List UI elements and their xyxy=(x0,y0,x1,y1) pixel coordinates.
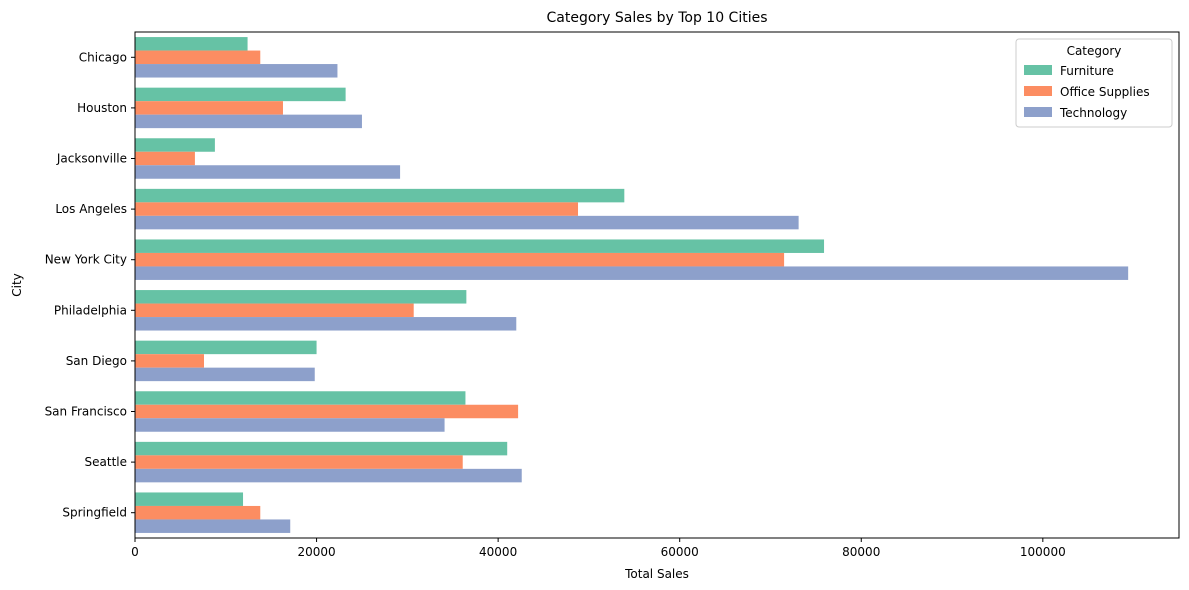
bar-furniture-new-york-city xyxy=(135,239,825,253)
y-tick-label: Springfield xyxy=(62,506,127,520)
x-tick-label: 40000 xyxy=(479,545,517,559)
bar-furniture-jacksonville xyxy=(135,138,215,152)
x-tick-label: 0 xyxy=(131,545,139,559)
bar-office-supplies-san-francisco xyxy=(135,404,519,419)
bar-furniture-chicago xyxy=(135,37,248,51)
legend-label-office-supplies: Office Supplies xyxy=(1060,85,1150,99)
bar-technology-los-angeles xyxy=(135,215,799,230)
y-tick-label: San Francisco xyxy=(45,405,127,419)
x-tick-label: 80000 xyxy=(842,545,880,559)
bar-office-supplies-jacksonville xyxy=(135,151,195,166)
bar-technology-houston xyxy=(135,114,362,129)
bar-furniture-san-diego xyxy=(135,340,317,355)
chart-title: Category Sales by Top 10 Cities xyxy=(546,10,767,26)
bar-technology-philadelphia xyxy=(135,317,517,331)
y-tick-label: Chicago xyxy=(79,50,127,64)
legend: Category Furniture Office Supplies Technol… xyxy=(1015,38,1173,128)
bar-office-supplies-chicago xyxy=(135,50,261,65)
legend-swatch-technology xyxy=(1024,107,1052,117)
bar-technology-san-francisco xyxy=(135,418,445,432)
bar-technology-new-york-city xyxy=(135,266,1129,280)
bar-furniture-los-angeles xyxy=(135,188,625,203)
bar-office-supplies-houston xyxy=(135,101,283,115)
legend-box xyxy=(1015,38,1173,128)
x-axis-title: Total Sales xyxy=(624,567,689,581)
y-tick-label: Jacksonville xyxy=(56,152,127,166)
bar-office-supplies-los-angeles xyxy=(135,202,579,216)
plot-frame xyxy=(134,31,1180,539)
bar-technology-springfield xyxy=(135,519,291,533)
x-tick-label: 100000 xyxy=(1020,545,1066,559)
y-tick-label: Houston xyxy=(77,101,127,115)
bar-furniture-houston xyxy=(135,87,346,102)
y-tick-label: Seattle xyxy=(85,455,127,469)
legend-swatch-office-supplies xyxy=(1024,86,1052,96)
bar-furniture-springfield xyxy=(135,492,244,506)
y-tick-label: San Diego xyxy=(66,354,127,368)
bar-technology-chicago xyxy=(135,64,338,78)
legend-swatch-furniture xyxy=(1024,65,1052,75)
x-tick-label: 20000 xyxy=(297,545,335,559)
bar-office-supplies-san-diego xyxy=(135,354,204,368)
bar-furniture-seattle xyxy=(135,441,508,456)
bar-technology-san-diego xyxy=(135,367,315,382)
legend-label-furniture: Furniture xyxy=(1060,64,1114,78)
plot-area: Chicago Houston Jacksonville Los Angeles New… xyxy=(45,31,1180,559)
y-tick-label: Philadelphia xyxy=(54,303,127,317)
y-axis-title: City xyxy=(10,273,24,297)
bar-technology-seattle xyxy=(135,468,522,483)
bar-office-supplies-seattle xyxy=(135,455,463,469)
legend-title: Category xyxy=(1067,44,1122,58)
bar-office-supplies-springfield xyxy=(135,505,261,520)
bar-furniture-san-francisco xyxy=(135,391,466,405)
bar-technology-jacksonville xyxy=(135,165,401,179)
bar-office-supplies-new-york-city xyxy=(135,252,785,267)
bar-furniture-philadelphia xyxy=(135,290,467,304)
y-tick-label: New York City xyxy=(45,253,127,267)
bar-office-supplies-philadelphia xyxy=(135,303,414,318)
x-tick-label: 60000 xyxy=(661,545,699,559)
y-tick-label: Los Angeles xyxy=(55,202,127,216)
legend-label-technology: Technology xyxy=(1059,106,1127,120)
